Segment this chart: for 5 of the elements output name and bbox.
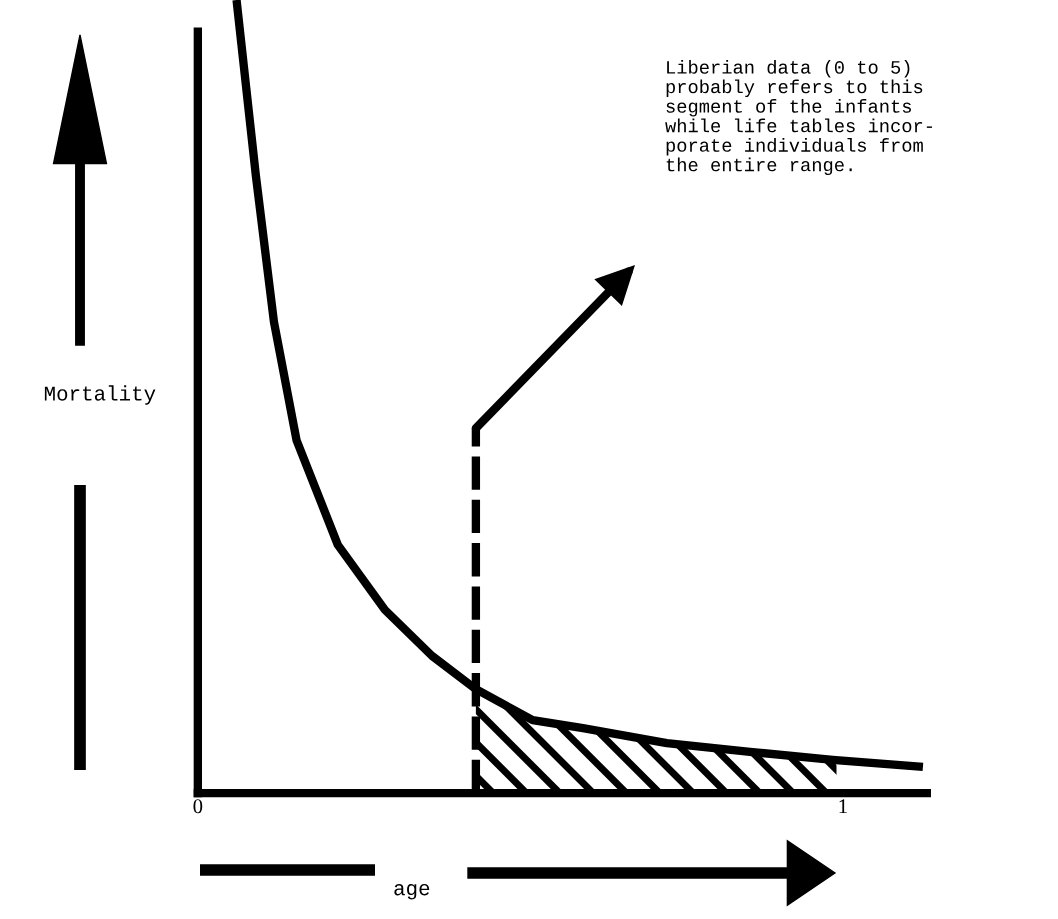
- x-tick-label: 0: [193, 799, 203, 814]
- annotation: Liberian data (0 to 5) probably refers to this segment of the infants while life tables incor- porate individuals from the entire range.: [665, 60, 932, 176]
- y-axis-title: Mortality: [44, 385, 156, 405]
- x-axis-title: age: [394, 883, 430, 900]
- x-tick-label: 1: [839, 799, 847, 814]
